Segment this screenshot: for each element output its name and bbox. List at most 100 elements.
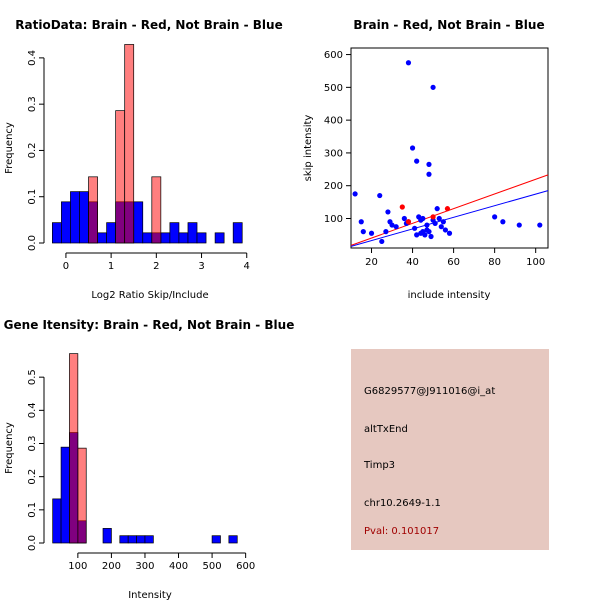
point-not-brain	[438, 224, 444, 230]
y-tick-label: 200	[324, 181, 343, 192]
point-brain	[444, 206, 451, 212]
point-not-brain	[383, 229, 389, 235]
point-not-brain	[414, 158, 420, 164]
point-not-brain	[385, 209, 391, 215]
bar-not-brain	[232, 222, 243, 244]
bar-not-brain	[160, 232, 171, 244]
intensity-y-label: Frequency	[4, 422, 15, 474]
bar-not-brain	[211, 535, 221, 544]
bar-not-brain	[127, 535, 137, 544]
bar-not-brain	[178, 232, 189, 244]
point-not-brain	[420, 215, 426, 222]
point-not-brain	[428, 233, 434, 240]
bar-not-brain	[228, 535, 238, 544]
bar-brain	[77, 447, 87, 544]
point-not-brain	[389, 222, 395, 228]
bar-not-brain	[106, 222, 116, 244]
scatter-points	[352, 60, 543, 245]
y-tick-label: 0.1	[27, 502, 38, 518]
x-tick-label: 60	[447, 257, 460, 268]
point-brain	[399, 204, 405, 210]
y-tick-label: 0.1	[27, 189, 38, 205]
point-not-brain	[393, 224, 399, 230]
info-panel: G6829577@J911016@i_at altTxEnd Timp3 chr…	[351, 349, 549, 550]
bar-not-brain	[169, 222, 180, 244]
x-tick-label: 40	[406, 257, 419, 268]
point-not-brain	[358, 219, 364, 225]
y-tick-label: 0.4	[27, 50, 38, 66]
point-not-brain	[442, 227, 448, 233]
bar-not-brain	[142, 232, 153, 244]
point-not-brain	[422, 232, 428, 238]
y-tick-label: 0.2	[27, 142, 38, 158]
point-not-brain	[360, 229, 366, 235]
point-not-brain	[432, 220, 438, 227]
scatter-y-label: skip intensity	[303, 115, 314, 182]
intensity-histogram: Gene Itensity: Brain - Red, Not Brain - …	[4, 318, 295, 600]
x-tick-label: 0	[63, 261, 69, 272]
intensity-scatter: Brain - Red, Not Brain - Blue 20 40 60 80 10…	[303, 18, 549, 301]
x-tick-label: 500	[203, 561, 222, 572]
point-not-brain	[379, 238, 385, 245]
y-tick-label: 0.0	[27, 535, 38, 551]
bar-not-brain	[70, 191, 80, 244]
x-tick-label: 100	[68, 561, 87, 572]
point-not-brain	[401, 215, 407, 222]
bar-not-brain	[52, 498, 62, 544]
probe-id: G6829577@J911016@i_at	[364, 386, 496, 397]
ratio-title: RatioData: Brain - Red, Not Brain - Blue	[15, 18, 282, 32]
bar-not-brain	[97, 232, 107, 244]
scatter-x-label: include intensity	[408, 290, 491, 301]
fit-line-not-brain	[350, 190, 549, 247]
point-not-brain	[426, 229, 432, 235]
bar-not-brain	[133, 201, 144, 244]
point-not-brain	[405, 60, 412, 66]
y-tick-label: 0.3	[27, 436, 38, 452]
point-not-brain	[500, 219, 506, 225]
intensity-x-axis: 100 200 300 400 500 600	[68, 552, 255, 572]
point-not-brain	[377, 192, 383, 199]
point-not-brain	[430, 84, 436, 90]
y-tick-label: 400	[324, 116, 343, 127]
x-tick-label: 100	[526, 257, 545, 268]
x-tick-label: 600	[236, 561, 255, 572]
bar-not-brain	[52, 222, 62, 244]
y-tick-label: 0.0	[27, 235, 38, 251]
ratio-x-axis: 0 1 2 3 4	[63, 252, 250, 272]
ratio-y-label: Frequency	[4, 122, 15, 174]
ratio-x-label: Log2 Ratio Skip/Include	[91, 290, 208, 301]
bar-not-brain	[61, 201, 71, 244]
x-tick-label: 4	[244, 261, 250, 272]
point-not-brain	[436, 215, 442, 222]
point-not-brain	[434, 206, 440, 212]
bar-not-brain	[79, 191, 89, 244]
bar-brain	[69, 353, 79, 544]
x-tick-label: 2	[153, 261, 159, 272]
y-tick-label: 500	[324, 83, 343, 94]
point-not-brain	[409, 145, 416, 151]
bar-brain	[88, 176, 98, 244]
ratio-y-axis: 0.0 0.1 0.2 0.3 0.4	[27, 50, 45, 251]
point-not-brain	[352, 191, 358, 197]
scatter-title: Brain - Red, Not Brain - Blue	[353, 18, 544, 32]
bar-not-brain	[144, 535, 154, 544]
x-tick-label: 1	[108, 261, 114, 272]
x-tick-label: 300	[135, 561, 154, 572]
point-brain	[405, 219, 412, 225]
p-value: Pval: 0.101017	[364, 526, 440, 537]
genomic-location: chr10.2649-1.1	[364, 498, 441, 509]
intensity-x-label: Intensity	[128, 590, 172, 600]
scatter-x-axis: 20 40 60 80 100	[365, 248, 545, 268]
bar-brain	[124, 44, 135, 244]
point-not-brain	[368, 230, 375, 236]
gene-name: Timp3	[364, 460, 396, 471]
ratio-bars	[52, 44, 243, 244]
bar-not-brain	[102, 528, 112, 544]
scatter-y-axis: 100 200 300 400 500 600	[324, 50, 351, 225]
y-tick-label: 600	[324, 50, 343, 61]
x-tick-label: 3	[198, 261, 204, 272]
point-not-brain	[492, 214, 498, 220]
event-type: altTxEnd	[364, 424, 408, 435]
y-tick-label: 0.4	[27, 402, 38, 418]
